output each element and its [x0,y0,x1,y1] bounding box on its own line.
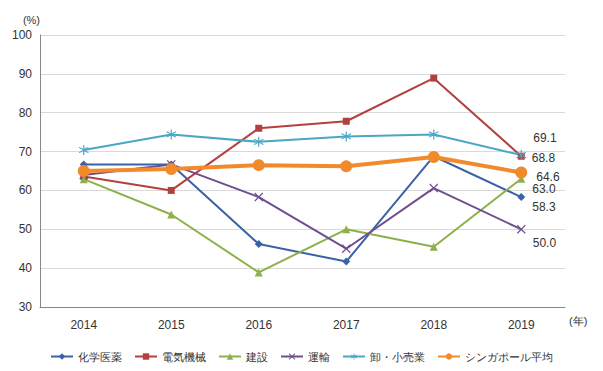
svg-text:40: 40 [19,261,33,275]
svg-text:2017: 2017 [333,318,360,332]
svg-text:建設: 建設 [245,351,268,363]
svg-text:50.0: 50.0 [533,236,557,250]
svg-text:90: 90 [19,67,33,81]
svg-text:化学医薬: 化学医薬 [78,351,122,363]
svg-text:2018: 2018 [420,318,447,332]
svg-text:運輸: 運輸 [308,351,330,363]
svg-text:63.0: 63.0 [532,182,556,196]
svg-text:2015: 2015 [158,318,185,332]
svg-text:30: 30 [19,300,33,314]
svg-text:64.6: 64.6 [536,170,560,184]
svg-text:50: 50 [19,222,33,236]
svg-text:69.1: 69.1 [533,131,557,145]
svg-text:2016: 2016 [245,318,272,332]
svg-text:(年): (年) [569,315,587,327]
svg-text:卸・小売業: 卸・小売業 [370,351,425,363]
svg-text:60: 60 [19,183,33,197]
svg-text:2019: 2019 [508,318,535,332]
svg-text:電気機械: 電気機械 [162,351,206,363]
svg-text:(%): (%) [23,14,40,26]
svg-text:58.3: 58.3 [532,200,556,214]
svg-text:80: 80 [19,106,33,120]
svg-text:68.8: 68.8 [532,151,556,165]
svg-text:シンガポール平均: シンガポール平均 [465,351,553,363]
svg-text:2014: 2014 [70,318,97,332]
svg-text:70: 70 [19,145,33,159]
svg-text:100: 100 [12,28,32,42]
